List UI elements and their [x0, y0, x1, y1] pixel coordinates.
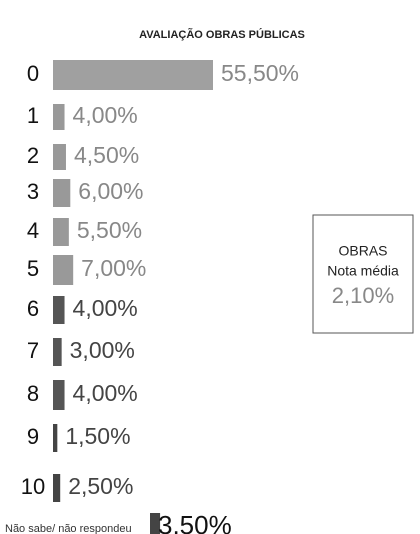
average-box	[312, 214, 414, 334]
bar	[53, 60, 213, 90]
category-label: 1	[27, 103, 39, 128]
value-label: 4,00%	[73, 295, 138, 321]
category-label: 0	[27, 61, 39, 86]
category-label: 4	[27, 218, 39, 243]
category-label: 6	[27, 296, 39, 321]
bar	[53, 474, 61, 502]
value-label: 6,00%	[78, 178, 143, 204]
bar	[53, 296, 65, 324]
value-label: 1,50%	[65, 423, 130, 449]
value-label: 55,50%	[221, 60, 299, 86]
value-label: 4,00%	[73, 380, 138, 406]
annotation-title: OBRAS	[338, 243, 387, 259]
bar	[53, 424, 58, 452]
category-label: 2	[27, 143, 39, 168]
bar	[53, 218, 69, 246]
value-label: 2,50%	[68, 473, 133, 499]
annotation-subtitle: Nota média	[327, 263, 399, 279]
bar	[53, 144, 66, 170]
value-label: 7,00%	[81, 255, 146, 281]
category-label: 3	[27, 179, 39, 204]
category-label: 5	[27, 256, 39, 281]
bar	[53, 338, 62, 366]
bar	[53, 104, 65, 130]
category-label: 9	[27, 424, 39, 449]
category-label: Não sabe/ não respondeu	[5, 523, 132, 534]
bar	[150, 513, 161, 534]
category-label: 10	[21, 474, 45, 499]
value-label: 4,00%	[73, 102, 138, 128]
value-label: 4,50%	[74, 142, 139, 168]
chart-title: AVALIAÇÃO OBRAS PÚBLICAS	[139, 28, 305, 41]
category-label: 8	[27, 381, 39, 406]
category-label: 7	[27, 338, 39, 363]
bar	[53, 255, 74, 285]
value-label: 3,00%	[70, 337, 135, 363]
bar	[53, 380, 65, 410]
bar	[53, 179, 71, 207]
value-label: 3,50%	[158, 510, 232, 534]
annotation-value: 2,10%	[332, 283, 394, 308]
value-label: 5,50%	[77, 217, 142, 243]
